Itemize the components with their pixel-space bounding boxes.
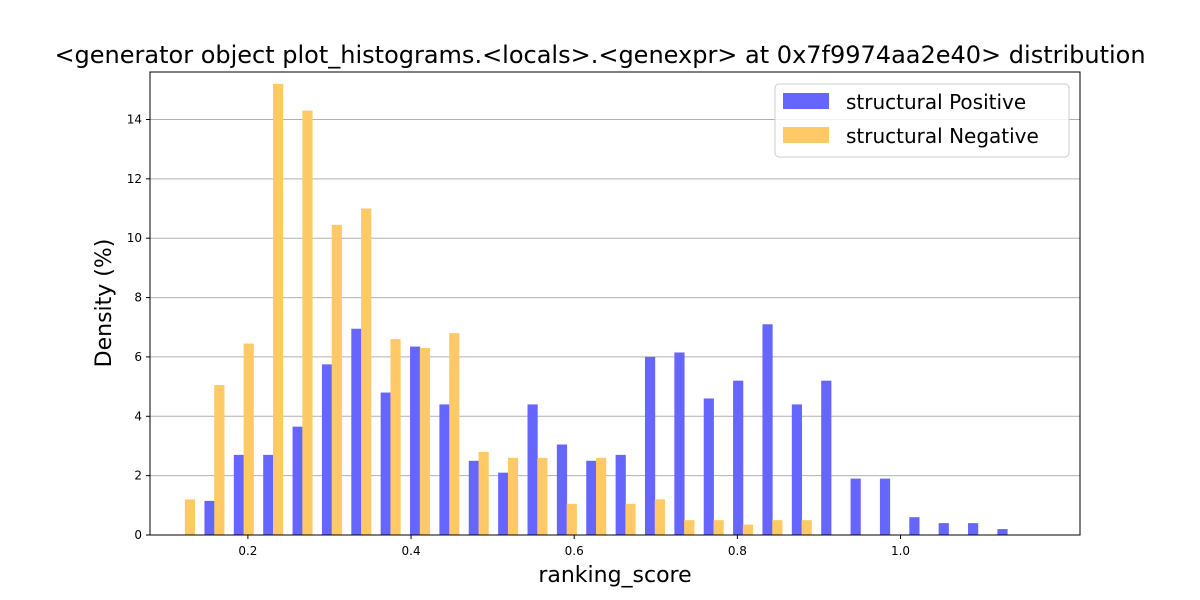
legend-swatch-structural-positive	[783, 93, 829, 109]
bar-structural-positive	[938, 523, 949, 535]
bar-structural-positive	[527, 404, 538, 535]
bar-structural-negative	[419, 348, 431, 535]
bar-structural-negative	[331, 224, 342, 535]
bar-structural-positive	[821, 380, 832, 535]
bar-structural-negative	[184, 499, 196, 535]
bar-structural-positive	[615, 454, 626, 535]
bar-structural-negative	[537, 457, 548, 535]
bar-structural-positive	[674, 352, 685, 535]
plot-frame	[149, 71, 1081, 536]
x-axis-label: ranking_score	[538, 563, 691, 588]
y-tick-label: 2	[134, 469, 142, 483]
bar-structural-positive	[498, 472, 509, 535]
x-axis-ticks: 0.2 0.4 0.6 0.8 1.0	[238, 535, 910, 558]
legend: structural Positive structural Negative	[774, 83, 1070, 158]
bar-structural-positive	[997, 529, 1008, 535]
y-tick-label: 12	[127, 172, 142, 186]
bar-structural-positive	[410, 346, 421, 535]
y-tick-label: 0	[134, 528, 142, 542]
y-tick-label: 10	[127, 231, 142, 245]
legend-label-structural-positive: structural Positive	[846, 90, 1026, 114]
bar-structural-positive	[791, 404, 803, 535]
bar-structural-positive	[733, 380, 744, 535]
y-tick-label: 8	[134, 291, 142, 305]
y-tick-label: 14	[127, 112, 142, 126]
y-axis-label: Density (%)	[92, 239, 117, 368]
y-tick-label: 6	[134, 350, 142, 364]
legend-frame	[774, 83, 1070, 158]
bar-structural-negative	[361, 208, 372, 535]
bar-structural-negative	[713, 520, 724, 535]
bar-structural-negative	[654, 499, 665, 535]
x-tick-label: 0.8	[728, 544, 747, 558]
bar-structural-positive	[909, 517, 920, 535]
bar-structural-positive	[644, 356, 656, 535]
x-tick-label: 1.0	[891, 544, 910, 558]
bar-structural-negative	[801, 520, 812, 535]
bar-structural-positive	[233, 454, 245, 535]
bar-structural-negative	[449, 333, 460, 535]
bar-structural-negative	[596, 457, 607, 535]
bar-structural-negative	[742, 524, 754, 535]
bar-structural-positive	[263, 454, 274, 535]
bar-structural-positive	[556, 444, 568, 535]
bar-structural-negative	[272, 83, 284, 535]
legend-label-structural-negative: structural Negative	[846, 124, 1039, 148]
bar-structural-negative	[684, 520, 695, 535]
bar-structural-negative	[625, 503, 636, 535]
bar-structural-negative	[772, 520, 783, 535]
bar-structural-negative	[507, 457, 519, 535]
bar-structural-positive	[586, 460, 597, 535]
y-axis-ticks: 0 2 4 6 8 10 12 14	[127, 112, 150, 542]
bar-structural-negative	[390, 339, 401, 535]
bars	[184, 83, 1008, 535]
bar-structural-negative	[566, 503, 577, 535]
bar-structural-positive	[321, 364, 333, 535]
bar-structural-positive	[439, 404, 450, 535]
y-tick-label: 4	[134, 409, 142, 423]
bar-structural-positive	[292, 426, 303, 535]
bar-structural-positive	[703, 398, 714, 535]
legend-swatch-structural-negative	[783, 127, 829, 143]
bar-structural-negative	[478, 451, 489, 535]
x-tick-label: 0.4	[402, 544, 421, 558]
bar-structural-negative	[214, 385, 225, 535]
chart-title: <generator object plot_histograms.<local…	[54, 41, 1145, 69]
bar-structural-positive	[968, 523, 979, 535]
bar-structural-positive	[468, 460, 479, 535]
bar-structural-positive	[380, 392, 391, 535]
bar-structural-positive	[204, 500, 215, 535]
x-tick-label: 0.6	[565, 544, 584, 558]
grid-lines	[150, 118, 1080, 477]
bar-structural-positive	[762, 324, 773, 535]
bar-structural-negative	[243, 343, 254, 535]
x-tick-label: 0.2	[238, 544, 257, 558]
bar-structural-positive	[351, 328, 362, 535]
bar-structural-positive	[879, 478, 891, 535]
bar-structural-positive	[850, 478, 861, 535]
bar-structural-negative	[302, 110, 313, 535]
